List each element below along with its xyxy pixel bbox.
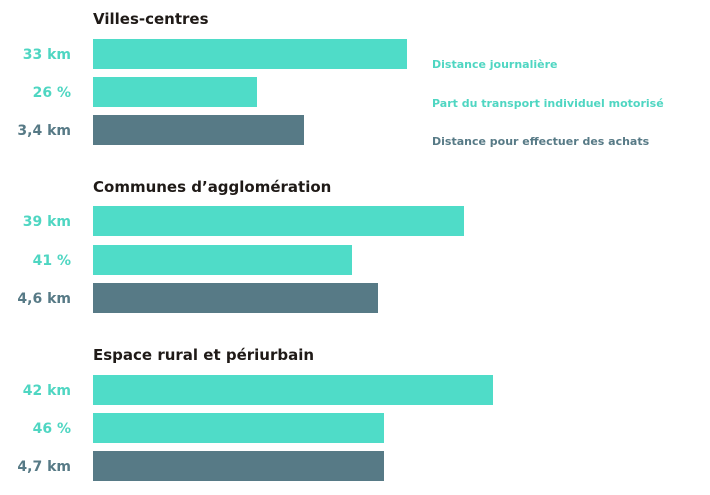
bar-value-label: 39 km	[23, 214, 71, 230]
bar	[93, 413, 384, 443]
group-title: Espace rural et périurbain	[93, 346, 314, 364]
bar	[93, 206, 464, 236]
bar-value-label: 33 km	[23, 47, 71, 63]
group-title: Communes d’agglomération	[93, 178, 331, 196]
legend-item: Part du transport individuel motorisé	[432, 97, 664, 110]
bar-value-label: 4,6 km	[17, 291, 71, 307]
bar	[93, 245, 352, 275]
bar	[93, 375, 493, 405]
bar-value-label: 42 km	[23, 383, 71, 399]
bar	[93, 283, 378, 313]
bar-value-label: 41 %	[33, 253, 71, 269]
bar	[93, 39, 407, 69]
bar-value-label: 4,7 km	[17, 459, 71, 475]
bar-value-label: 26 %	[33, 85, 71, 101]
bar	[93, 115, 304, 145]
bar	[93, 451, 384, 481]
legend-item: Distance journalière	[432, 58, 558, 71]
legend-item: Distance pour effectuer des achats	[432, 135, 650, 148]
bar-value-label: 46 %	[33, 421, 71, 437]
bar	[93, 77, 257, 107]
group-title: Villes-centres	[93, 10, 209, 28]
bar-value-label: 3,4 km	[17, 123, 71, 139]
